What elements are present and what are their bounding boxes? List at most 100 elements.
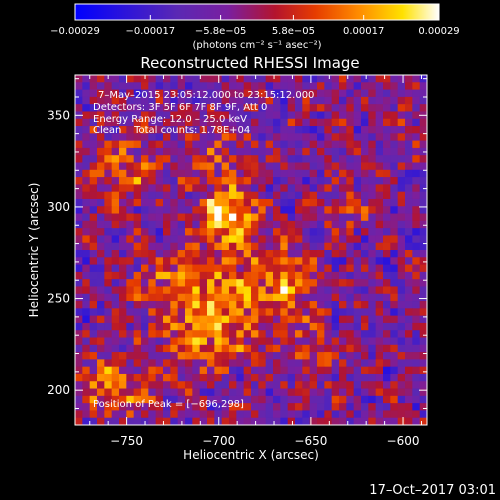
heatmap-pixel — [82, 111, 91, 120]
heatmap-pixel — [221, 271, 230, 280]
heatmap-pixel — [243, 177, 252, 185]
heatmap-pixel — [155, 293, 164, 302]
heatmap-pixel — [309, 147, 318, 156]
heatmap-pixel — [375, 359, 384, 368]
heatmap-pixel — [339, 388, 347, 397]
heatmap-pixel — [185, 410, 193, 419]
heatmap-pixel — [221, 242, 230, 251]
heatmap-pixel — [207, 169, 215, 178]
heatmap-pixel — [214, 301, 223, 309]
heatmap-pixel — [346, 89, 355, 98]
heatmap-pixel — [221, 89, 230, 98]
heatmap-pixel — [280, 198, 289, 207]
heatmap-pixel — [309, 373, 318, 382]
heatmap-pixel — [280, 264, 289, 273]
heatmap-pixel — [339, 315, 347, 324]
heatmap-pixel — [295, 133, 303, 142]
heatmap-pixel — [317, 155, 325, 163]
heatmap-pixel — [295, 220, 303, 229]
heatmap-pixel — [375, 220, 384, 229]
heatmap-pixel — [199, 184, 208, 193]
heatmap-pixel — [419, 220, 428, 229]
heatmap-pixel — [273, 96, 281, 105]
heatmap-pixel — [346, 257, 355, 265]
heatmap-pixel — [199, 279, 208, 287]
colorbar-tick-label: −0.00029 — [50, 26, 100, 37]
heatmap-pixel — [221, 301, 230, 309]
heatmap-pixel — [97, 373, 105, 382]
plot-frame — [74, 74, 428, 426]
heatmap-pixel — [119, 417, 127, 426]
heatmap-pixel — [104, 235, 113, 244]
heatmap-pixel — [148, 191, 157, 200]
heatmap-pixel — [361, 410, 369, 419]
heatmap-pixel — [141, 359, 149, 368]
heatmap-pixel — [111, 184, 120, 193]
heatmap-pixel — [214, 410, 223, 419]
heatmap-pixel — [89, 228, 98, 236]
heatmap-pixel — [229, 286, 237, 295]
heatmap-pixel — [309, 89, 318, 98]
x-tick-label: −650 — [294, 434, 327, 448]
heatmap-pixel — [383, 257, 391, 265]
heatmap-pixel — [397, 89, 406, 98]
heatmap-pixel — [192, 198, 201, 207]
heatmap-pixel — [273, 388, 281, 397]
heatmap-pixel — [207, 162, 215, 171]
heatmap-pixel — [309, 257, 318, 265]
heatmap-pixel — [265, 388, 274, 397]
heatmap-pixel — [302, 395, 311, 404]
heatmap-pixel — [133, 177, 142, 185]
heatmap-pixel — [243, 96, 252, 105]
heatmap-pixel — [236, 111, 245, 120]
heatmap-pixel — [361, 228, 369, 236]
heatmap-pixel — [148, 308, 157, 317]
heatmap-pixel — [177, 133, 186, 142]
heatmap-pixel — [141, 271, 149, 280]
heatmap-pixel — [199, 220, 208, 229]
heatmap-pixel — [251, 213, 259, 222]
heatmap-pixel — [295, 177, 303, 185]
heatmap-pixel — [265, 403, 274, 411]
heatmap-pixel — [361, 315, 369, 324]
heatmap-pixel — [163, 373, 171, 382]
heatmap-pixel — [148, 250, 157, 258]
heatmap-pixel — [258, 286, 267, 295]
heatmap-pixel — [405, 330, 413, 338]
heatmap-pixel — [273, 126, 281, 134]
heatmap-pixel — [155, 118, 164, 127]
heatmap-pixel — [419, 177, 428, 185]
heatmap-pixel — [141, 118, 149, 127]
heatmap-pixel — [119, 381, 127, 389]
heatmap-pixel — [287, 242, 296, 251]
heatmap-pixel — [287, 213, 296, 222]
heatmap-pixel — [207, 271, 215, 280]
heatmap-pixel — [236, 82, 245, 90]
heatmap-pixel — [273, 147, 281, 156]
heatmap-pixel — [339, 271, 347, 280]
heatmap-pixel — [309, 330, 318, 338]
observation-info: 7–May–2015 23:05:12.000 to 23:15:12.000 … — [93, 90, 314, 136]
heatmap-pixel — [170, 82, 179, 90]
heatmap-pixel — [383, 344, 391, 353]
heatmap-pixel — [89, 133, 98, 142]
heatmap-pixel — [133, 352, 142, 360]
heatmap-pixel — [133, 111, 142, 120]
heatmap-pixel — [397, 206, 406, 214]
heatmap-pixel — [353, 191, 362, 200]
heatmap-pixel — [302, 337, 311, 346]
heatmap-pixel — [236, 293, 245, 302]
heatmap-pixel — [375, 162, 384, 171]
heatmap-pixel — [383, 191, 391, 200]
heatmap-pixel — [317, 250, 325, 258]
heatmap-pixel — [339, 366, 347, 375]
heatmap-pixel — [75, 104, 83, 112]
heatmap-pixel — [199, 359, 208, 368]
heatmap-pixel — [280, 330, 289, 338]
heatmap-pixel — [236, 381, 245, 389]
heatmap-pixel — [236, 301, 245, 309]
heatmap-pixel — [251, 301, 259, 309]
heatmap-pixel — [383, 264, 391, 273]
heatmap-pixel — [236, 133, 245, 142]
heatmap-pixel — [163, 271, 171, 280]
